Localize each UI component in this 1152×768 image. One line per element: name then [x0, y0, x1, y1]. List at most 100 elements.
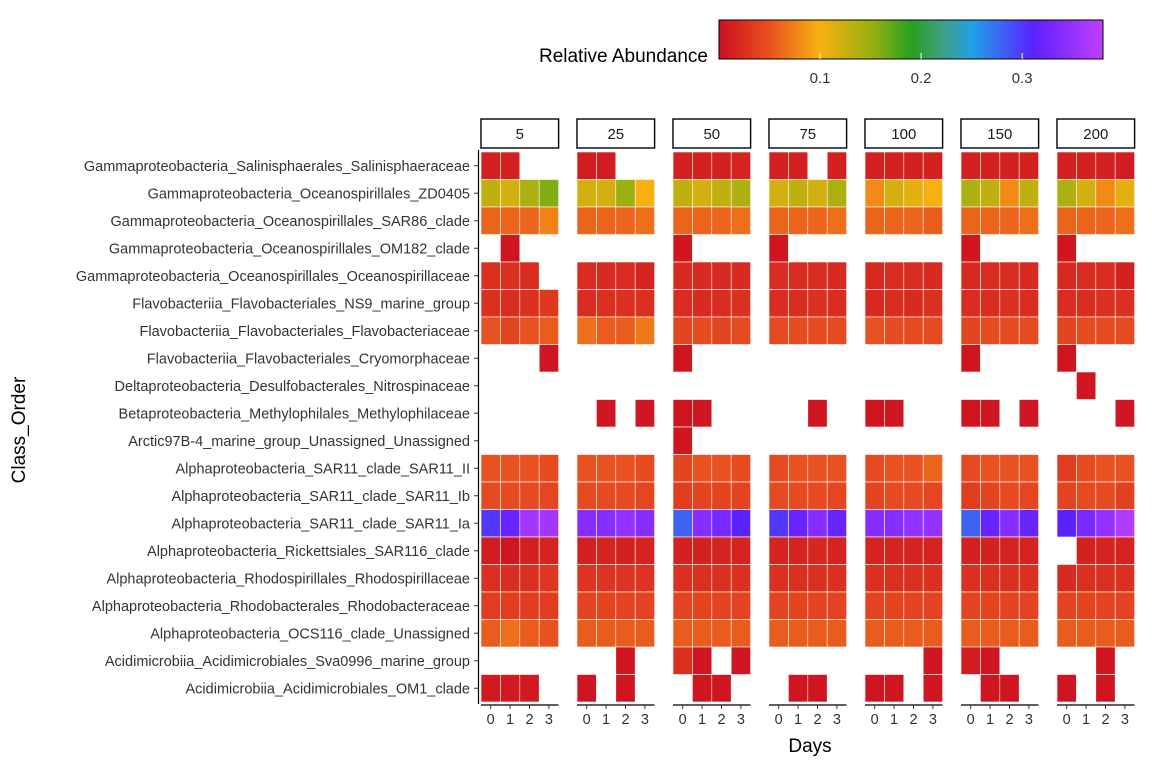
heatmap-cell — [1056, 316, 1077, 345]
heatmap-cell — [692, 179, 713, 208]
heatmap-cell — [788, 151, 809, 180]
row-label: Flavobacteriia_Flavobacteriales_Cryomorp… — [147, 351, 470, 367]
heatmap-cell — [903, 481, 924, 510]
heatmap-cell — [1095, 619, 1116, 648]
heatmap-cell — [922, 151, 943, 180]
heatmap-cell — [480, 509, 501, 538]
heatmap-cell — [672, 481, 693, 510]
row-label: Alphaproteobacteria_SAR11_clade_SAR11_Ia — [171, 516, 470, 532]
heatmap-cell — [864, 674, 885, 703]
heatmap-cell — [864, 316, 885, 345]
heatmap-cell — [768, 316, 789, 345]
heatmap-cell — [1114, 564, 1135, 593]
heatmap-cell — [500, 151, 521, 180]
heatmap-cell — [1095, 564, 1116, 593]
row-label: Betaproteobacteria_Methylophilales_Methy… — [119, 406, 470, 422]
heatmap-cell — [1114, 261, 1135, 290]
legend-colorbar — [718, 19, 1104, 60]
heatmap-cell — [615, 536, 636, 565]
heatmap-cell — [596, 179, 617, 208]
heatmap-cell — [884, 316, 905, 345]
heatmap-cell — [884, 454, 905, 483]
heatmap-cell — [922, 509, 943, 538]
heatmap-cell — [692, 646, 713, 675]
heatmap-cell — [999, 206, 1020, 235]
heatmap-cell — [1076, 454, 1097, 483]
heatmap-cell — [634, 399, 655, 428]
heatmap-cell — [980, 509, 1001, 538]
heatmap-cell — [903, 316, 924, 345]
heatmap-cell — [807, 536, 828, 565]
heatmap-cell — [730, 536, 751, 565]
heatmap-cell — [1018, 399, 1039, 428]
heatmap-cell — [1056, 564, 1077, 593]
x-tick-label: 3 — [1025, 712, 1033, 728]
heatmap-cell — [960, 536, 981, 565]
legend-tick-label: 0.2 — [911, 70, 932, 87]
heatmap-cell — [672, 151, 693, 180]
heatmap-cell — [864, 179, 885, 208]
x-tick-label: 3 — [833, 712, 841, 728]
heatmap-cell — [711, 206, 732, 235]
heatmap-cell — [1018, 481, 1039, 510]
heatmap-cell — [788, 179, 809, 208]
heatmap-cell — [999, 536, 1020, 565]
heatmap-cell — [768, 481, 789, 510]
heatmap-cell — [615, 509, 636, 538]
heatmap-cell — [576, 619, 597, 648]
heatmap-cell — [634, 591, 655, 620]
heatmap-cell — [788, 206, 809, 235]
heatmap-cell — [884, 206, 905, 235]
heatmap-cell — [903, 619, 924, 648]
heatmap-cell — [692, 289, 713, 318]
facet-strip-label: 75 — [799, 126, 816, 143]
heatmap-cell — [980, 261, 1001, 290]
heatmap-cell — [711, 509, 732, 538]
heatmap-cell — [1095, 206, 1116, 235]
heatmap-cell — [864, 206, 885, 235]
heatmap-cell — [1056, 261, 1077, 290]
heatmap-cell — [519, 454, 540, 483]
heatmap-cell — [1114, 151, 1135, 180]
heatmap-cell — [615, 619, 636, 648]
heatmap-cell — [730, 151, 751, 180]
row-label: Acidimicrobiia_Acidimicrobiales_OM1_clad… — [186, 681, 470, 697]
heatmap-cell — [788, 481, 809, 510]
heatmap-cell — [807, 674, 828, 703]
heatmap-cell — [730, 454, 751, 483]
heatmap-cell — [538, 454, 559, 483]
heatmap-cell — [672, 289, 693, 318]
heatmap-cell — [1056, 179, 1077, 208]
heatmap-cell — [576, 454, 597, 483]
facet-5: 5 0 1 2 3 — [480, 118, 560, 728]
heatmap-cell — [1056, 454, 1077, 483]
heatmap-cell — [519, 289, 540, 318]
heatmap-cell — [500, 536, 521, 565]
heatmap-cell — [576, 289, 597, 318]
heatmap-cell — [768, 536, 789, 565]
facet-strip — [480, 118, 560, 149]
heatmap-cell — [692, 509, 713, 538]
heatmap-cell — [864, 509, 885, 538]
heatmap-cell — [1076, 261, 1097, 290]
heatmap-cell — [500, 206, 521, 235]
heatmap-cell — [1076, 316, 1097, 345]
x-tick-label: 1 — [1082, 712, 1090, 728]
heatmap-cell — [999, 179, 1020, 208]
heatmap-cell — [960, 289, 981, 318]
heatmap-cell — [596, 564, 617, 593]
heatmap-cell — [768, 151, 789, 180]
heatmap-cell — [480, 289, 501, 318]
heatmap-cell — [768, 179, 789, 208]
heatmap-cell — [1056, 206, 1077, 235]
heatmap-cell — [960, 454, 981, 483]
heatmap-cell — [634, 179, 655, 208]
heatmap-cell — [903, 289, 924, 318]
row-label: Flavobacteriia_Flavobacteriales_Flavobac… — [140, 324, 470, 340]
heatmap-cell — [615, 316, 636, 345]
row-label: Alphaproteobacteria_OCS116_clade_Unassig… — [150, 626, 470, 642]
heatmap-cell — [922, 536, 943, 565]
heatmap-cell — [864, 536, 885, 565]
heatmap-cell — [1076, 289, 1097, 318]
